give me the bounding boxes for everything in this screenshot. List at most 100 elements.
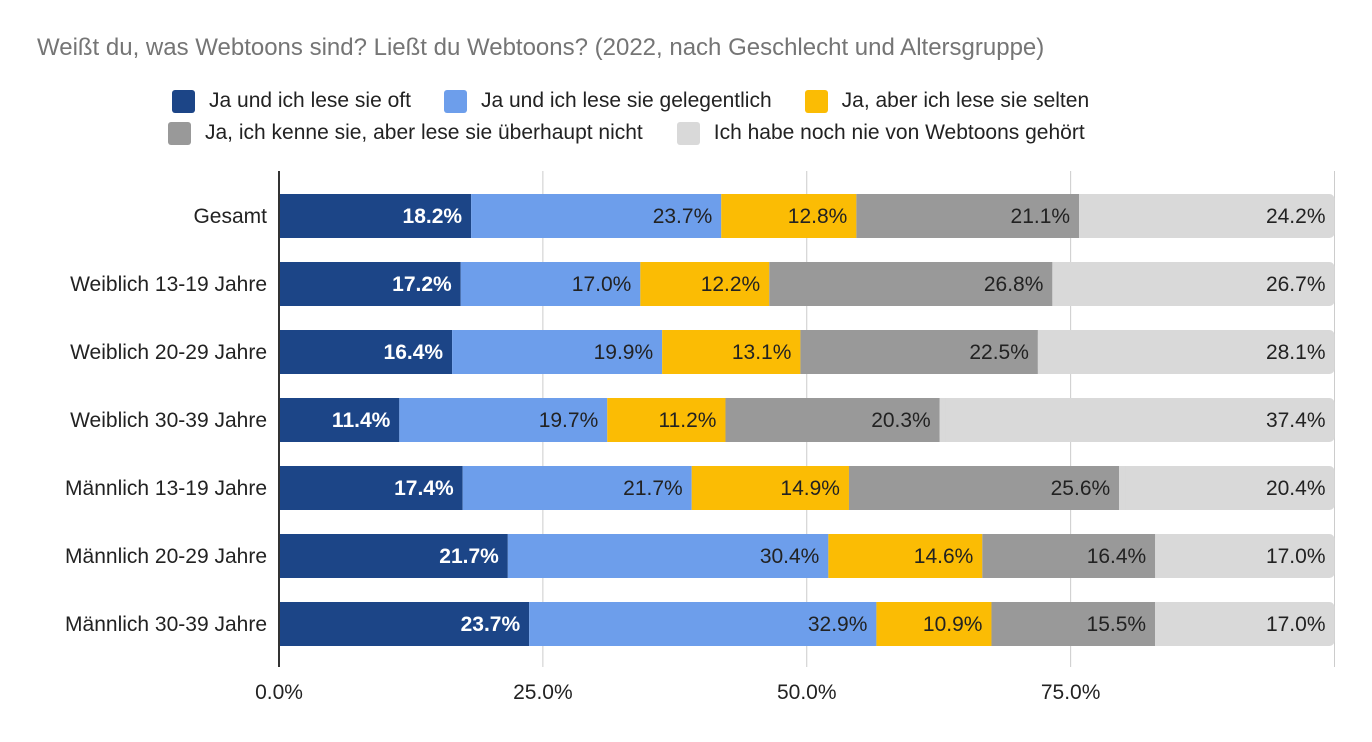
- data-label: 13.1%: [732, 341, 792, 364]
- legend-item: Ja und ich lese sie oft: [172, 89, 411, 113]
- bar-segment-edge: [1037, 330, 1044, 374]
- category-label: Weiblich 13-19 Jahre: [70, 273, 267, 296]
- data-label: 11.4%: [332, 409, 391, 432]
- bar-segment: [662, 330, 801, 374]
- data-label: 10.9%: [923, 613, 983, 636]
- bar-segment: [1155, 602, 1335, 646]
- data-label: 14.9%: [780, 477, 840, 500]
- category-label: Weiblich 20-29 Jahre: [70, 341, 267, 364]
- bar-segment: [982, 534, 1156, 578]
- data-label: 15.5%: [1087, 613, 1147, 636]
- legend-row-1: Ja und ich lese sie oft Ja und ich lese …: [172, 89, 1121, 113]
- data-label: 30.4%: [760, 545, 820, 568]
- bar-segment: [856, 194, 1080, 238]
- legend-item: Ja, ich kenne sie, aber lese sie überhau…: [168, 121, 643, 145]
- bar-segment: [1052, 262, 1335, 306]
- bar-segment: [279, 534, 508, 578]
- bar-segment: [507, 534, 829, 578]
- bar-segment: [1155, 534, 1335, 578]
- category-label: Männlich 20-29 Jahre: [65, 545, 267, 568]
- data-label: 17.4%: [394, 477, 454, 500]
- bar-segment-edge: [1119, 466, 1126, 510]
- data-label: 12.2%: [701, 273, 761, 296]
- data-label: 18.2%: [403, 205, 463, 228]
- legend-label: Ja und ich lese sie gelegentlich: [480, 89, 772, 112]
- bar-segment: [939, 398, 1335, 442]
- x-tick-label: 0.0%: [255, 681, 303, 704]
- data-label: 26.7%: [1266, 273, 1326, 296]
- data-label: 24.2%: [1266, 205, 1326, 228]
- legend-item: Ja und ich lese sie gelegentlich: [443, 89, 772, 113]
- bar-segment-edge: [1155, 534, 1162, 578]
- legend-swatch: [443, 89, 467, 113]
- bar-segment: [399, 398, 608, 442]
- bar-segment: [471, 194, 722, 238]
- bar-segment: [279, 330, 453, 374]
- data-label: 21.1%: [1011, 205, 1071, 228]
- data-label: 17.0%: [572, 273, 632, 296]
- bar-segment: [1037, 330, 1335, 374]
- bar-segment: [462, 466, 692, 510]
- data-label: 25.6%: [1051, 477, 1111, 500]
- category-label: Männlich 13-19 Jahre: [65, 477, 267, 500]
- data-label: 16.4%: [1087, 545, 1147, 568]
- legend-swatch: [172, 89, 195, 113]
- data-label: 23.7%: [653, 205, 713, 228]
- bar-segment: [828, 534, 983, 578]
- chart-title: Weißt du, was Webtoons sind? Ließt du We…: [37, 34, 1045, 61]
- bar-segment: [769, 262, 1053, 306]
- data-label: 32.9%: [808, 613, 868, 636]
- data-label: 20.3%: [871, 409, 931, 432]
- legend-swatch: [168, 121, 191, 145]
- legend-label: Ich habe noch nie von Webtoons gehört: [713, 121, 1085, 144]
- data-label: 21.7%: [623, 477, 683, 500]
- data-label: 19.7%: [539, 409, 599, 432]
- x-tick-label: 75.0%: [1041, 681, 1101, 704]
- legend-swatch: [676, 121, 700, 145]
- bar-segment: [607, 398, 726, 442]
- data-label: 17.0%: [1266, 545, 1326, 568]
- category-label: Männlich 30-39 Jahre: [65, 613, 267, 636]
- x-tick-label: 25.0%: [513, 681, 573, 704]
- bar-segment: [876, 602, 992, 646]
- bar-segment: [1079, 194, 1335, 238]
- bar-segment: [452, 330, 663, 374]
- legend-item: Ja, aber ich lese sie selten: [804, 89, 1090, 113]
- x-tick-label: 50.0%: [777, 681, 837, 704]
- category-label: Gesamt: [193, 205, 267, 228]
- bar-segment: [725, 398, 940, 442]
- legend-swatch: [804, 89, 828, 113]
- data-label: 17.2%: [392, 273, 452, 296]
- legend-label: Ja, aber ich lese sie selten: [841, 89, 1090, 112]
- legend-row-2: Ja, ich kenne sie, aber lese sie überhau…: [168, 121, 1117, 145]
- bar-segment-edge: [1052, 262, 1059, 306]
- bar-segment: [640, 262, 770, 306]
- bar-segment: [691, 466, 849, 510]
- data-label: 20.4%: [1266, 477, 1326, 500]
- data-label: 37.4%: [1266, 409, 1326, 432]
- data-label: 19.9%: [594, 341, 654, 364]
- bar-segment: [1119, 466, 1335, 510]
- data-label: 23.7%: [461, 613, 521, 636]
- data-label: 16.4%: [384, 341, 444, 364]
- bar-segment: [279, 398, 400, 442]
- bar-segment-edge: [1155, 602, 1162, 646]
- data-label: 17.0%: [1266, 613, 1326, 636]
- bar-segment: [279, 262, 461, 306]
- bar-segment: [279, 602, 530, 646]
- bar-segment: [848, 466, 1120, 510]
- data-label: 14.6%: [914, 545, 974, 568]
- bar-segment: [279, 466, 463, 510]
- category-label: Weiblich 30-39 Jahre: [70, 409, 267, 432]
- bar-segment: [279, 194, 472, 238]
- bar-segment: [721, 194, 857, 238]
- data-label: 21.7%: [439, 545, 499, 568]
- bar-segment: [529, 602, 877, 646]
- data-label: 11.2%: [658, 409, 716, 432]
- bar-segment: [460, 262, 641, 306]
- bar-segment: [991, 602, 1156, 646]
- bar-segment-edge: [1079, 194, 1086, 238]
- bar-segment: [800, 330, 1038, 374]
